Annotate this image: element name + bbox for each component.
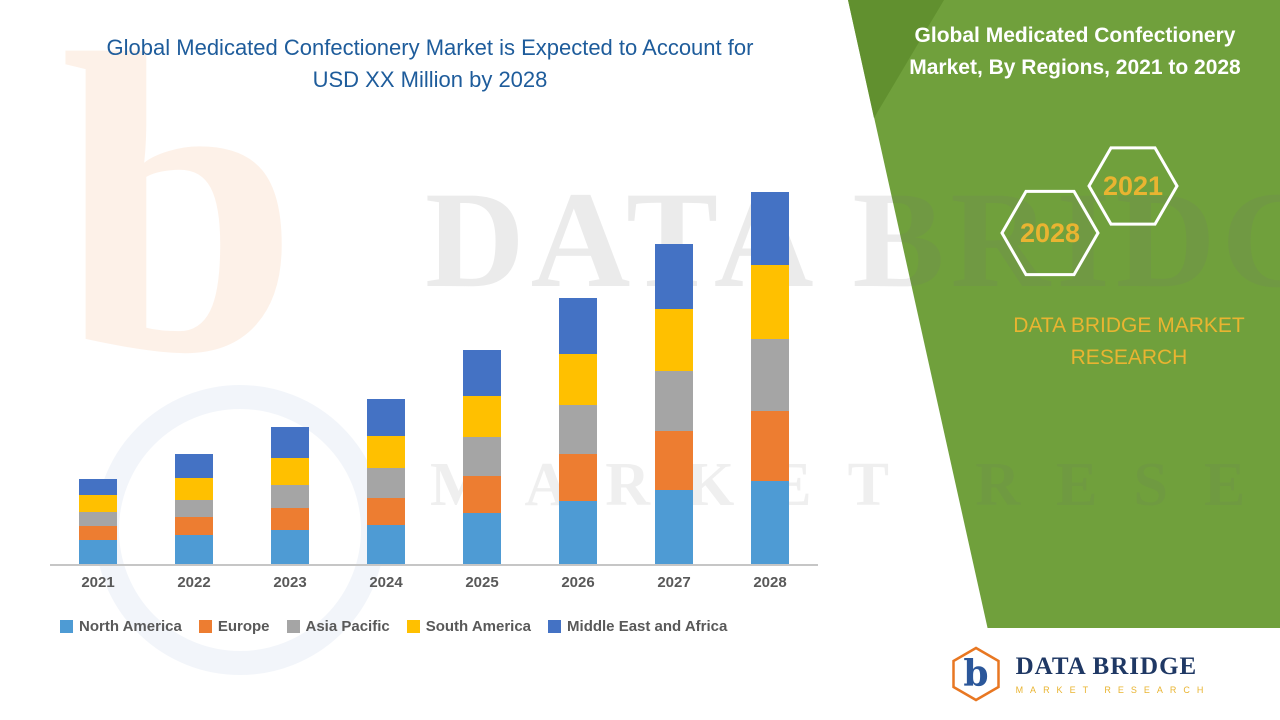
stacked-bar: [367, 399, 405, 564]
logo-monogram: b: [963, 653, 988, 695]
chart-legend: North America Europe Asia Pacific South Ame…: [60, 618, 727, 635]
legend-swatch: [60, 620, 73, 633]
segment-south-america: [79, 494, 117, 513]
segment-europe: [271, 508, 309, 530]
segment-middle-east-and-africa: [751, 191, 789, 265]
segment-europe: [463, 476, 501, 514]
legend-swatch: [286, 620, 300, 633]
x-axis-label-2021: 2021: [81, 574, 115, 591]
segment-middle-east-and-africa: [367, 399, 405, 437]
x-axis-label-2028: 2028: [753, 574, 787, 591]
legend-item-europe: Europe: [198, 618, 270, 635]
legend-item-north-america: North America: [60, 618, 182, 635]
logo-subtitle: MARKET RESEARCH: [1015, 685, 1211, 695]
legend-label: North America: [79, 618, 182, 635]
segment-north-america: [175, 534, 213, 564]
stacked-bar-chart: 2021 2022 2023 2024 2025 2026 2027 2028: [50, 174, 818, 591]
logo-title: DATA BRIDGE: [1015, 653, 1198, 680]
segment-north-america: [655, 489, 693, 564]
legend-label: Asia Pacific: [305, 618, 390, 635]
x-axis-label-2022: 2022: [177, 574, 211, 591]
legend-label: Europe: [217, 618, 270, 635]
hexagon-2028-label: 2028: [1020, 218, 1080, 248]
segment-europe: [559, 453, 597, 501]
segment-north-america: [559, 500, 597, 564]
bar-2028: [722, 174, 818, 564]
legend-swatch: [406, 620, 420, 633]
stacked-bar: [463, 349, 501, 564]
segment-asia-pacific: [367, 468, 405, 498]
bar-2021: [50, 174, 146, 564]
segment-south-america: [751, 264, 789, 339]
segment-middle-east-and-africa: [655, 244, 693, 309]
x-axis-label-2026: 2026: [561, 574, 595, 591]
segment-north-america: [751, 481, 789, 564]
segment-south-america: [463, 396, 501, 438]
plot-area: [50, 174, 818, 566]
segment-asia-pacific: [559, 405, 597, 454]
segment-south-america: [271, 457, 309, 486]
bar-2027: [626, 174, 722, 564]
x-axis-label-2027: 2027: [657, 574, 691, 591]
segment-middle-east-and-africa: [559, 297, 597, 355]
bar-2026: [530, 174, 626, 564]
stacked-bar: [559, 297, 597, 564]
segment-asia-pacific: [751, 338, 789, 411]
x-axis-labels: 2021 2022 2023 2024 2025 2026 2027 2028: [50, 574, 818, 591]
legend-label: South America: [425, 618, 532, 635]
segment-europe: [175, 517, 213, 535]
bar-2022: [146, 174, 242, 564]
segment-asia-pacific: [271, 485, 309, 509]
stacked-bar: [655, 244, 693, 564]
legend-item-south-america: South America: [406, 618, 532, 635]
logo-text: DATA BRIDGE MARKET RESEARCH: [1016, 653, 1211, 695]
stacked-bar: [751, 191, 789, 564]
segment-middle-east-and-africa: [463, 349, 501, 397]
segment-south-america: [559, 354, 597, 406]
segment-europe: [751, 410, 789, 482]
x-axis-label-2023: 2023: [273, 574, 307, 591]
x-axis-label-2025: 2025: [465, 574, 499, 591]
segment-asia-pacific: [175, 499, 213, 518]
segment-north-america: [271, 529, 309, 564]
year-hexagons: 2021 2028: [1000, 146, 1179, 277]
legend-label: Middle East and Africa: [567, 618, 728, 635]
chart-title: Global Medicated Confectionery Market is…: [106, 35, 754, 92]
bar-2023: [242, 174, 338, 564]
segment-asia-pacific: [463, 437, 501, 477]
segment-south-america: [655, 308, 693, 371]
segment-europe: [655, 431, 693, 490]
segment-asia-pacific: [655, 370, 693, 432]
segment-europe: [367, 497, 405, 525]
databridge-logo-icon: b: [951, 646, 1000, 702]
legend-item-middle-east-and-africa: Middle East and Africa: [548, 618, 727, 635]
segment-south-america: [175, 478, 213, 500]
legend-swatch: [198, 620, 212, 633]
segment-middle-east-and-africa: [271, 426, 309, 458]
stacked-bar: [175, 453, 213, 564]
legend-swatch: [548, 620, 562, 633]
segment-europe: [79, 525, 117, 540]
segment-middle-east-and-africa: [79, 479, 117, 495]
stacked-bar: [79, 479, 117, 564]
segment-north-america: [463, 513, 501, 564]
bar-2024: [338, 174, 434, 564]
segment-south-america: [367, 436, 405, 469]
segment-north-america: [79, 539, 117, 564]
bar-2025: [434, 174, 530, 564]
brand-name: DATA BRIDGE MARKET RESEARCH: [1013, 314, 1245, 369]
hexagon-2021-label: 2021: [1103, 171, 1163, 201]
stacked-bar: [271, 426, 309, 564]
segment-north-america: [367, 525, 405, 564]
hexagon-2028: [1000, 189, 1100, 277]
segment-asia-pacific: [79, 512, 117, 526]
hexagon-2021: [1087, 146, 1179, 226]
segment-middle-east-and-africa: [175, 453, 213, 479]
panel-title: Global Medicated Confectionery Market, B…: [909, 24, 1241, 79]
legend-item-asia-pacific: Asia Pacific: [286, 618, 390, 635]
x-axis-label-2024: 2024: [369, 574, 403, 591]
footer-logo: b DATA BRIDGE MARKET RESEARCH: [878, 628, 1280, 720]
